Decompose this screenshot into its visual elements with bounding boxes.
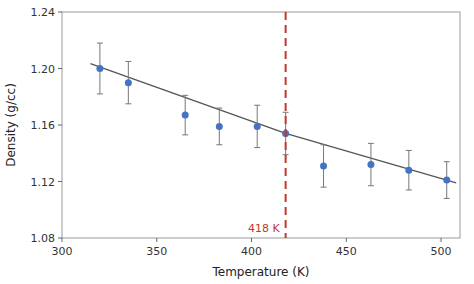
data-point: [216, 123, 223, 130]
y-axis-label: Density (g/cc): [4, 83, 18, 167]
error-bar: [254, 105, 260, 147]
error-bar-cap: [254, 105, 260, 106]
data-point: [254, 123, 261, 130]
y-tick: [58, 68, 62, 69]
error-bar-cap: [216, 144, 222, 145]
error-bar: [125, 61, 131, 103]
y-tick: [58, 125, 62, 126]
error-bar: [406, 150, 412, 190]
trend-line: [90, 64, 285, 134]
y-tick: [58, 12, 62, 13]
x-tick: [156, 238, 157, 242]
error-bar-cap: [216, 108, 222, 109]
error-bar-cap: [444, 198, 450, 199]
error-bar-cap: [125, 103, 131, 104]
error-bar: [182, 95, 188, 135]
error-bar-cap: [321, 144, 327, 145]
error-bar-cap: [444, 161, 450, 162]
x-tick-label: 500: [431, 245, 452, 258]
x-tick-label: 450: [336, 245, 357, 258]
y-tick: [58, 238, 62, 239]
x-tick-label: 300: [52, 245, 73, 258]
error-bar: [321, 145, 327, 187]
y-tick: [58, 181, 62, 182]
error-bar-cap: [182, 134, 188, 135]
error-bar: [368, 143, 374, 185]
data-point: [367, 161, 374, 168]
error-bar-cap: [406, 189, 412, 190]
plot-area: [90, 12, 456, 238]
error-bar: [216, 108, 222, 145]
error-bar-cap: [283, 112, 289, 113]
plot-frame: [62, 12, 460, 238]
error-bar-cap: [368, 185, 374, 186]
data-point: [125, 79, 132, 86]
x-tick: [441, 238, 442, 242]
background: [0, 0, 474, 284]
x-tick: [251, 238, 252, 242]
error-bar: [97, 43, 103, 94]
error-bar-cap: [125, 61, 131, 62]
error-bar-cap: [406, 150, 412, 151]
error-bar-cap: [321, 187, 327, 188]
x-tick-label: 400: [241, 245, 262, 258]
x-tick-label: 350: [146, 245, 167, 258]
x-axis-label: Temperature (K): [211, 265, 309, 279]
error-bar-cap: [254, 147, 260, 148]
y-tick-label: 1.20: [31, 63, 56, 76]
error-bar-cap: [368, 143, 374, 144]
y-tick-label: 1.24: [31, 6, 56, 19]
data-point: [320, 162, 327, 169]
data-point: [96, 65, 103, 72]
y-tick-label: 1.08: [31, 232, 56, 245]
x-tick: [346, 238, 347, 242]
error-bar: [444, 162, 450, 199]
y-tick-label: 1.16: [31, 119, 56, 132]
data-point: [405, 167, 412, 174]
chart-container: 300 350 400 450 500 1.08 1.12 1.16 1.20 1.24 Tempe…: [0, 0, 474, 284]
y-tick-label: 1.12: [31, 176, 56, 189]
data-point: [443, 177, 450, 184]
x-tick: [62, 238, 63, 242]
reference-line: [285, 12, 287, 238]
chart: 300 350 400 450 500 1.08 1.12 1.16 1.20 1.24 Tempe…: [0, 0, 474, 284]
error-bar-cap: [182, 95, 188, 96]
data-point: [182, 112, 189, 119]
reference-label: 418 K: [248, 222, 280, 235]
error-bar-cap: [97, 93, 103, 94]
error-bar-cap: [97, 43, 103, 44]
